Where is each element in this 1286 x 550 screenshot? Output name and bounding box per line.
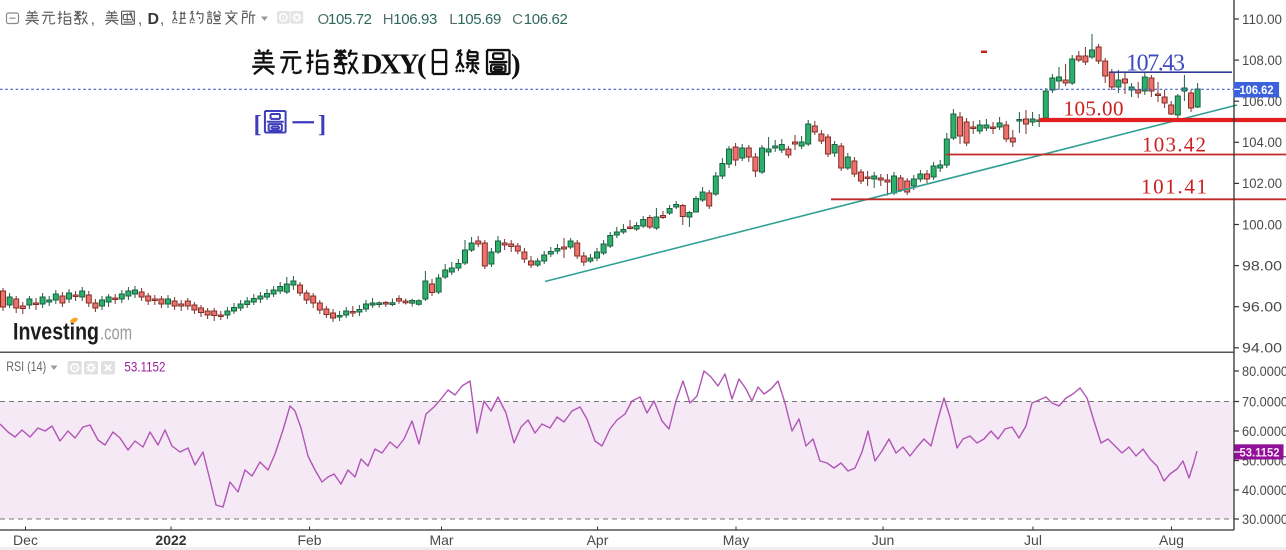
svg-text:L: L (449, 11, 457, 28)
svg-text:105.00: 105.00 (1064, 97, 1124, 121)
svg-text:2022: 2022 (155, 532, 186, 548)
svg-text:103.42: 103.42 (1142, 133, 1206, 157)
svg-text:Aug: Aug (1159, 532, 1184, 548)
svg-text:101.41: 101.41 (1141, 175, 1207, 199)
svg-text:94.00: 94.00 (1242, 341, 1282, 356)
svg-text:Feb: Feb (297, 532, 321, 548)
svg-text:Mar: Mar (429, 532, 453, 548)
svg-text:105.72: 105.72 (328, 11, 372, 28)
svg-text:108.00: 108.00 (1242, 53, 1282, 68)
svg-text:]: ] (318, 111, 326, 138)
svg-text:60.0000: 60.0000 (1242, 424, 1286, 439)
svg-text:May: May (723, 532, 749, 548)
svg-text:): ) (511, 49, 521, 81)
svg-text:106.00: 106.00 (1242, 94, 1282, 109)
svg-text:102.00: 102.00 (1242, 176, 1282, 191)
svg-text:105.69: 105.69 (457, 11, 501, 28)
svg-text:Jul: Jul (1024, 532, 1042, 548)
svg-text:.com: .com (100, 323, 132, 345)
svg-text:D: D (148, 11, 160, 28)
svg-text:106.62: 106.62 (1240, 83, 1274, 97)
svg-text:H: H (383, 11, 394, 28)
svg-text:107.43: 107.43 (1126, 51, 1185, 77)
svg-text:[: [ (254, 111, 262, 138)
svg-text:,: , (138, 11, 142, 28)
svg-text:96.00: 96.00 (1242, 300, 1282, 315)
svg-text:Investing: Investing (13, 319, 99, 346)
svg-text:RSI (14): RSI (14) (6, 358, 46, 374)
svg-text:Dec: Dec (13, 532, 38, 548)
svg-text:53.1152: 53.1152 (124, 360, 165, 375)
svg-text:C: C (512, 11, 523, 28)
svg-text:30.0000: 30.0000 (1242, 512, 1286, 527)
svg-text:53.1152: 53.1152 (1240, 446, 1280, 460)
svg-text:,: , (160, 11, 164, 28)
svg-text:98.00: 98.00 (1242, 258, 1282, 273)
svg-text:,: , (91, 11, 95, 28)
svg-text:70.0000: 70.0000 (1242, 394, 1286, 409)
svg-text:O: O (318, 11, 330, 28)
svg-text:80.0000: 80.0000 (1242, 364, 1286, 379)
svg-text:40.0000: 40.0000 (1242, 483, 1286, 498)
svg-text:100.00: 100.00 (1242, 217, 1282, 232)
svg-text:106.93: 106.93 (393, 11, 437, 28)
svg-text:Jun: Jun (872, 532, 895, 548)
svg-text:104.00: 104.00 (1242, 135, 1282, 150)
svg-text:106.62: 106.62 (524, 11, 568, 28)
svg-text:110.00: 110.00 (1242, 12, 1282, 27)
svg-text:DXY(: DXY( (362, 49, 427, 81)
svg-text:Apr: Apr (587, 532, 609, 548)
